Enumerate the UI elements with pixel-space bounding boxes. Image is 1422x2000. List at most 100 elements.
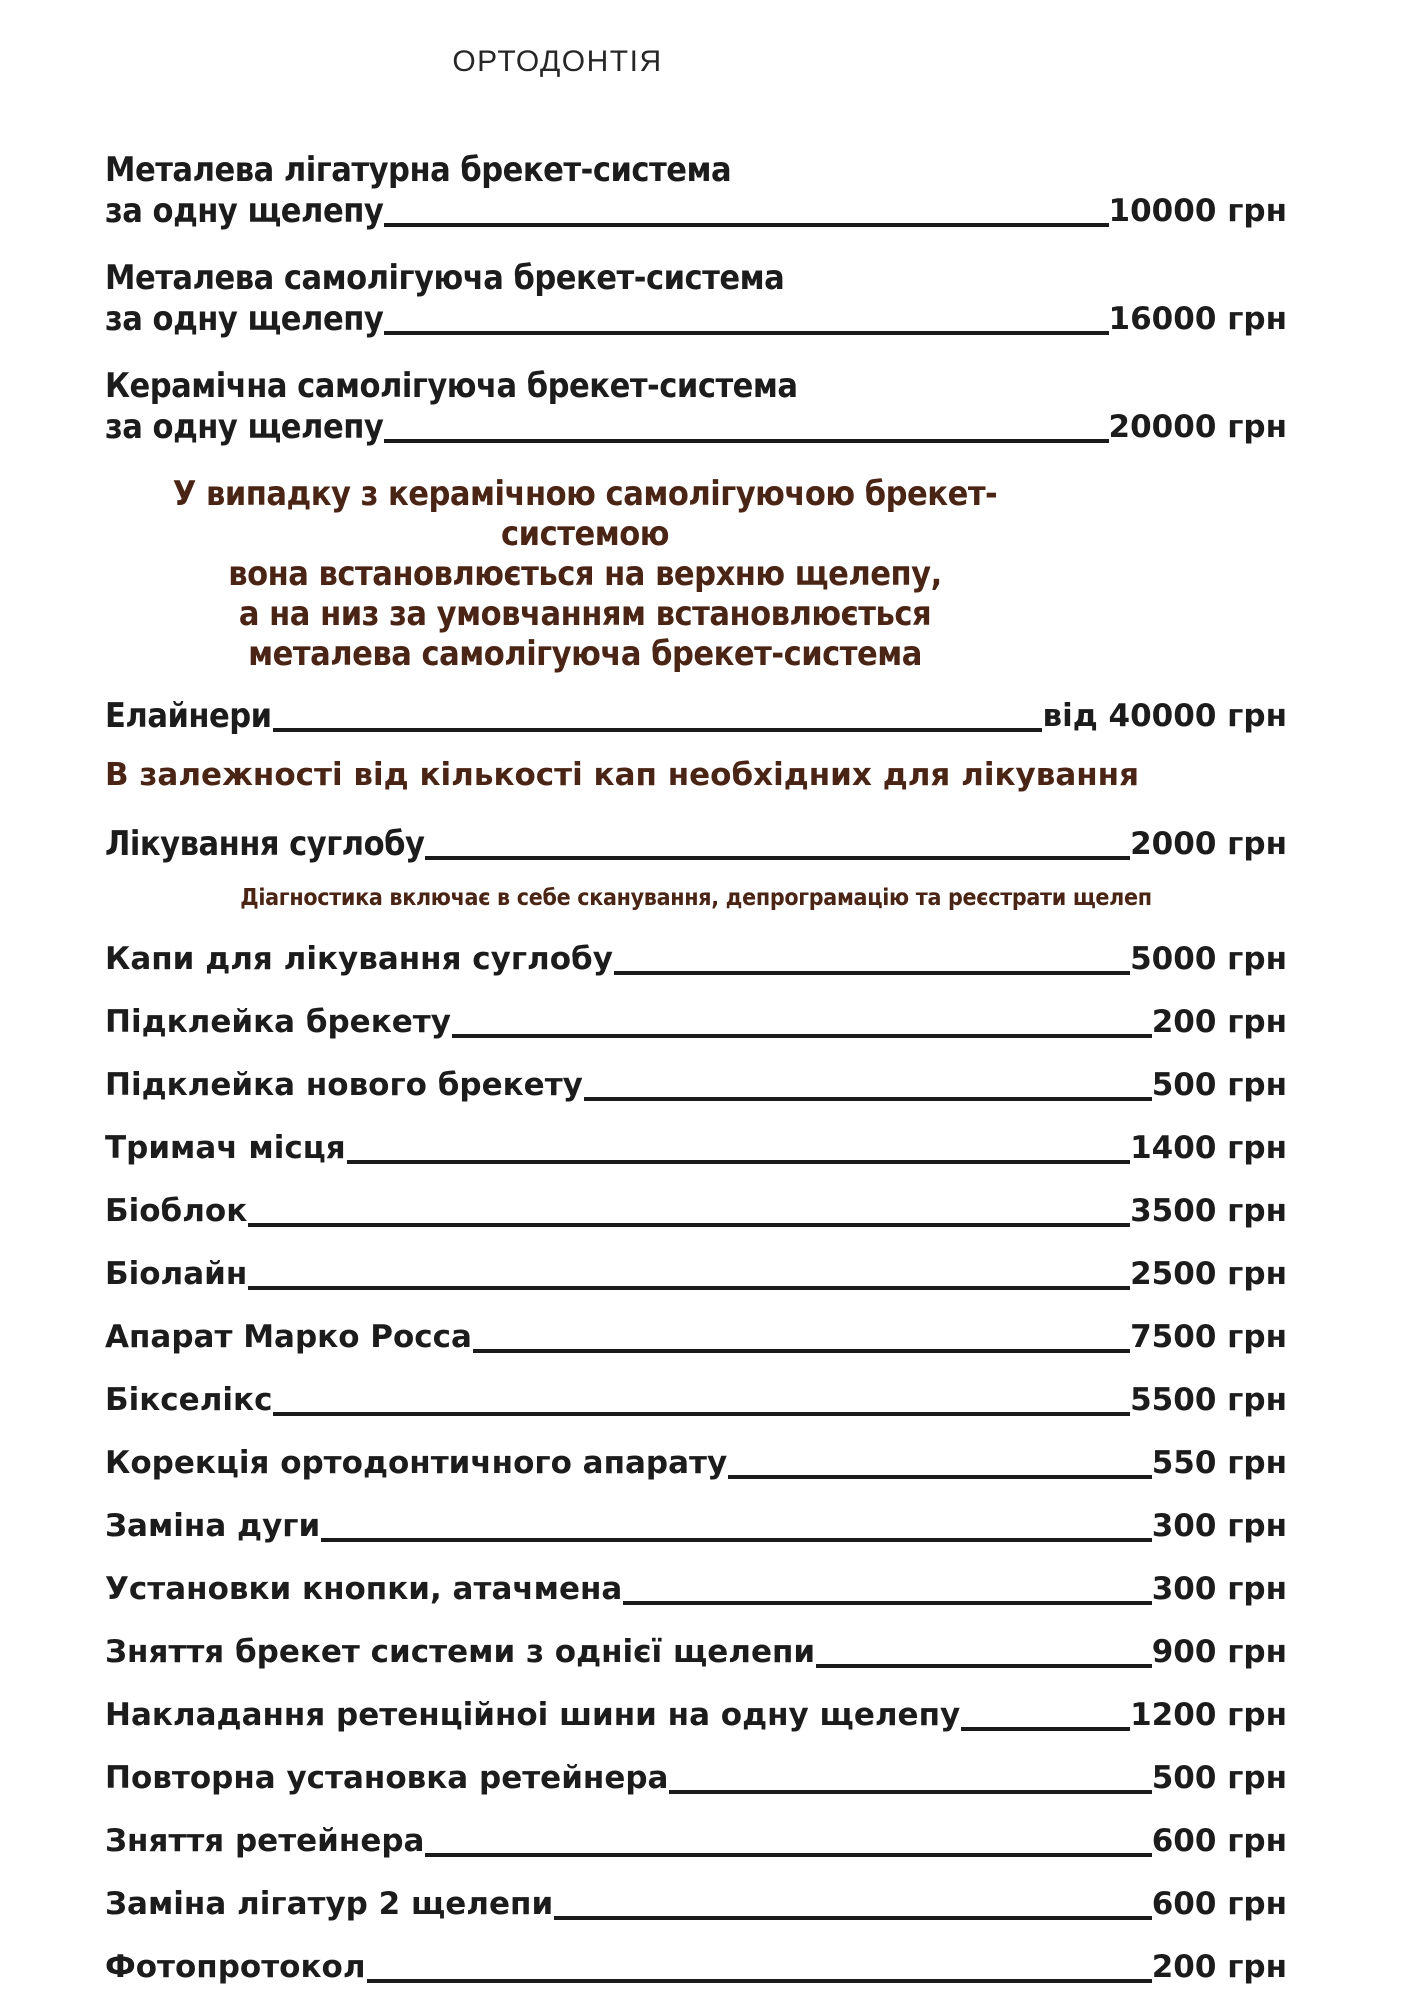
item-label: Підклейка нового брекету [105,1067,583,1103]
price-item-two-line: Керамічна самолігуюча брекет-система за о… [105,366,1287,448]
price-item-row: Апарат Марко Росса 7500 грн [105,1317,1287,1358]
price-item-row: Біоблок 3500 грн [105,1191,1287,1232]
item-label: Елайнери [105,696,272,736]
item-label: Корекція ортодонтичного апарату [105,1445,728,1481]
leader-line [366,1979,1152,1983]
item-price: 16000 грн [1108,301,1287,337]
item-price: 1400 грн [1130,1130,1287,1166]
note-line: вона встановлюється на верхню щелепу, [228,554,942,594]
price-item-row: Установки кнопки, атачмена 300 грн [105,1569,1287,1610]
price-item-row: Заміна дуги 300 грн [105,1506,1287,1547]
item-label: Повторна установка ретейнера [105,1760,669,1796]
item-price: 2000 грн [1130,826,1287,862]
note-line: а на низ за умовчанням встановлюється [238,594,932,634]
item-label: Заміна лігатур 2 щелепи [105,1886,554,1922]
item-price: 500 грн [1151,1067,1287,1103]
leader-line [728,1475,1152,1479]
leader-line [346,1160,1131,1164]
item-price: 500 грн [1151,1760,1287,1796]
leader-line [272,728,1043,732]
item-label: Апарат Марко Росса [105,1319,472,1355]
leader-line [669,1790,1152,1794]
note-line-wide: В залежності від кількості кап необхідни… [105,757,1139,793]
item-price: 300 грн [1151,1571,1287,1607]
item-price: 300 грн [1151,1508,1287,1544]
item-price: 550 грн [1151,1445,1287,1481]
price-item-row: Накладання ретенційноі шини на одну щеле… [105,1695,1287,1736]
item-price: 7500 грн [1130,1319,1287,1355]
price-item-row: Зняття брекет системи з однієї щелепи 900… [105,1632,1287,1673]
price-item-row: Лікування суглобу 2000 грн [105,824,1287,865]
item-line2-row: за одну щелепу 10000 грн [105,191,1287,232]
item-label: Біоблок [105,1193,248,1229]
leader-line [613,971,1131,975]
leader-line [816,1664,1152,1668]
leader-line [425,856,1131,860]
item-label: Капи для лікування суглобу [105,941,613,977]
item-label: Установки кнопки, атачмена [105,1571,623,1607]
leader-line [384,223,1109,227]
leader-line [554,1916,1152,1920]
note-small-text: Діагностика включає в себе сканування, д… [240,885,1152,911]
item-price: 900 грн [1151,1634,1287,1670]
item-label: Фотопротокол [105,1949,366,1985]
item-label: Заміна дуги [105,1508,321,1544]
leader-line [384,331,1109,335]
item-label: Накладання ретенційноі шини на одну щеле… [105,1697,961,1733]
item-label-line1: Металева самолігуюча брекет-система [105,258,785,298]
price-item-row: Тримач місця 1400 грн [105,1128,1287,1169]
price-item-two-line: Металева лігатурна брекет-система за одну… [105,150,1287,232]
leader-line [321,1538,1152,1542]
item-label: Бікселікс [105,1382,273,1418]
item-price: 600 грн [1151,1823,1287,1859]
item-price: 2500 грн [1130,1256,1287,1292]
price-item-row: Бікселікс 5500 грн [105,1380,1287,1421]
item-label: Зняття ретейнера [105,1823,425,1859]
item-label: Підклейка брекету [105,1004,451,1040]
price-item-row: Капи для лікування суглобу 5000 грн [105,939,1287,980]
note-line: металева самолігуюча брекет-система [248,634,922,674]
price-item-row: Елайнери від 40000 грн [105,696,1287,737]
item-price: 200 грн [1151,1949,1287,1985]
item-label-line2: за одну щелепу [105,407,384,447]
item-price: 1200 грн [1130,1697,1287,1733]
item-label-line2: за одну щелепу [105,191,384,231]
item-label: Зняття брекет системи з однієї щелепи [105,1634,816,1670]
leader-line [248,1286,1131,1290]
leader-line [384,439,1109,443]
price-item-row: Заміна лігатур 2 щелепи 600 грн [105,1884,1287,1925]
item-price: 10000 грн [1108,193,1287,229]
item-price: 600 грн [1151,1886,1287,1922]
price-item-row: Зняття ретейнера 600 грн [105,1821,1287,1862]
item-line2-row: за одну щелепу 16000 грн [105,299,1287,340]
item-label: Лікування суглобу [105,824,425,864]
leader-line [961,1727,1131,1731]
item-label-line1: Металева лігатурна брекет-система [105,150,732,190]
item-price: 20000 грн [1108,409,1287,445]
price-item-row: Фотопротокол 200 грн [105,1947,1287,1988]
item-price: 5500 грн [1130,1382,1287,1418]
item-price: 5000 грн [1130,941,1287,977]
price-item-row: Біолайн 2500 грн [105,1254,1287,1295]
item-label: Біолайн [105,1256,248,1292]
price-item-two-line: Металева самолігуюча брекет-система за од… [105,258,1287,340]
item-price: 200 грн [1151,1004,1287,1040]
price-item-row: Повторна установка ретейнера 500 грн [105,1758,1287,1799]
price-list: Металева лігатурна брекет-система за одну… [105,150,1287,1988]
item-label: Тримач місця [105,1130,346,1166]
leader-line [451,1034,1152,1038]
price-item-row: Корекція ортодонтичного апарату 550 грн [105,1443,1287,1484]
note-paragraph: У випадку з керамічною самолігуючою брек… [105,474,1065,674]
item-price: від 40000 грн [1042,698,1287,734]
leader-line [623,1601,1152,1605]
leader-line [583,1097,1152,1101]
page-title: ОРТОДОНТІЯ [452,45,663,78]
leader-line [472,1349,1131,1353]
leader-line [248,1223,1131,1227]
note-line: У випадку з керамічною самолігуючою брек… [172,474,998,554]
item-label-line2: за одну щелепу [105,299,384,339]
item-label-line1: Керамічна самолігуюча брекет-система [105,366,798,406]
leader-line [273,1412,1131,1416]
item-line2-row: за одну щелепу 20000 грн [105,407,1287,448]
